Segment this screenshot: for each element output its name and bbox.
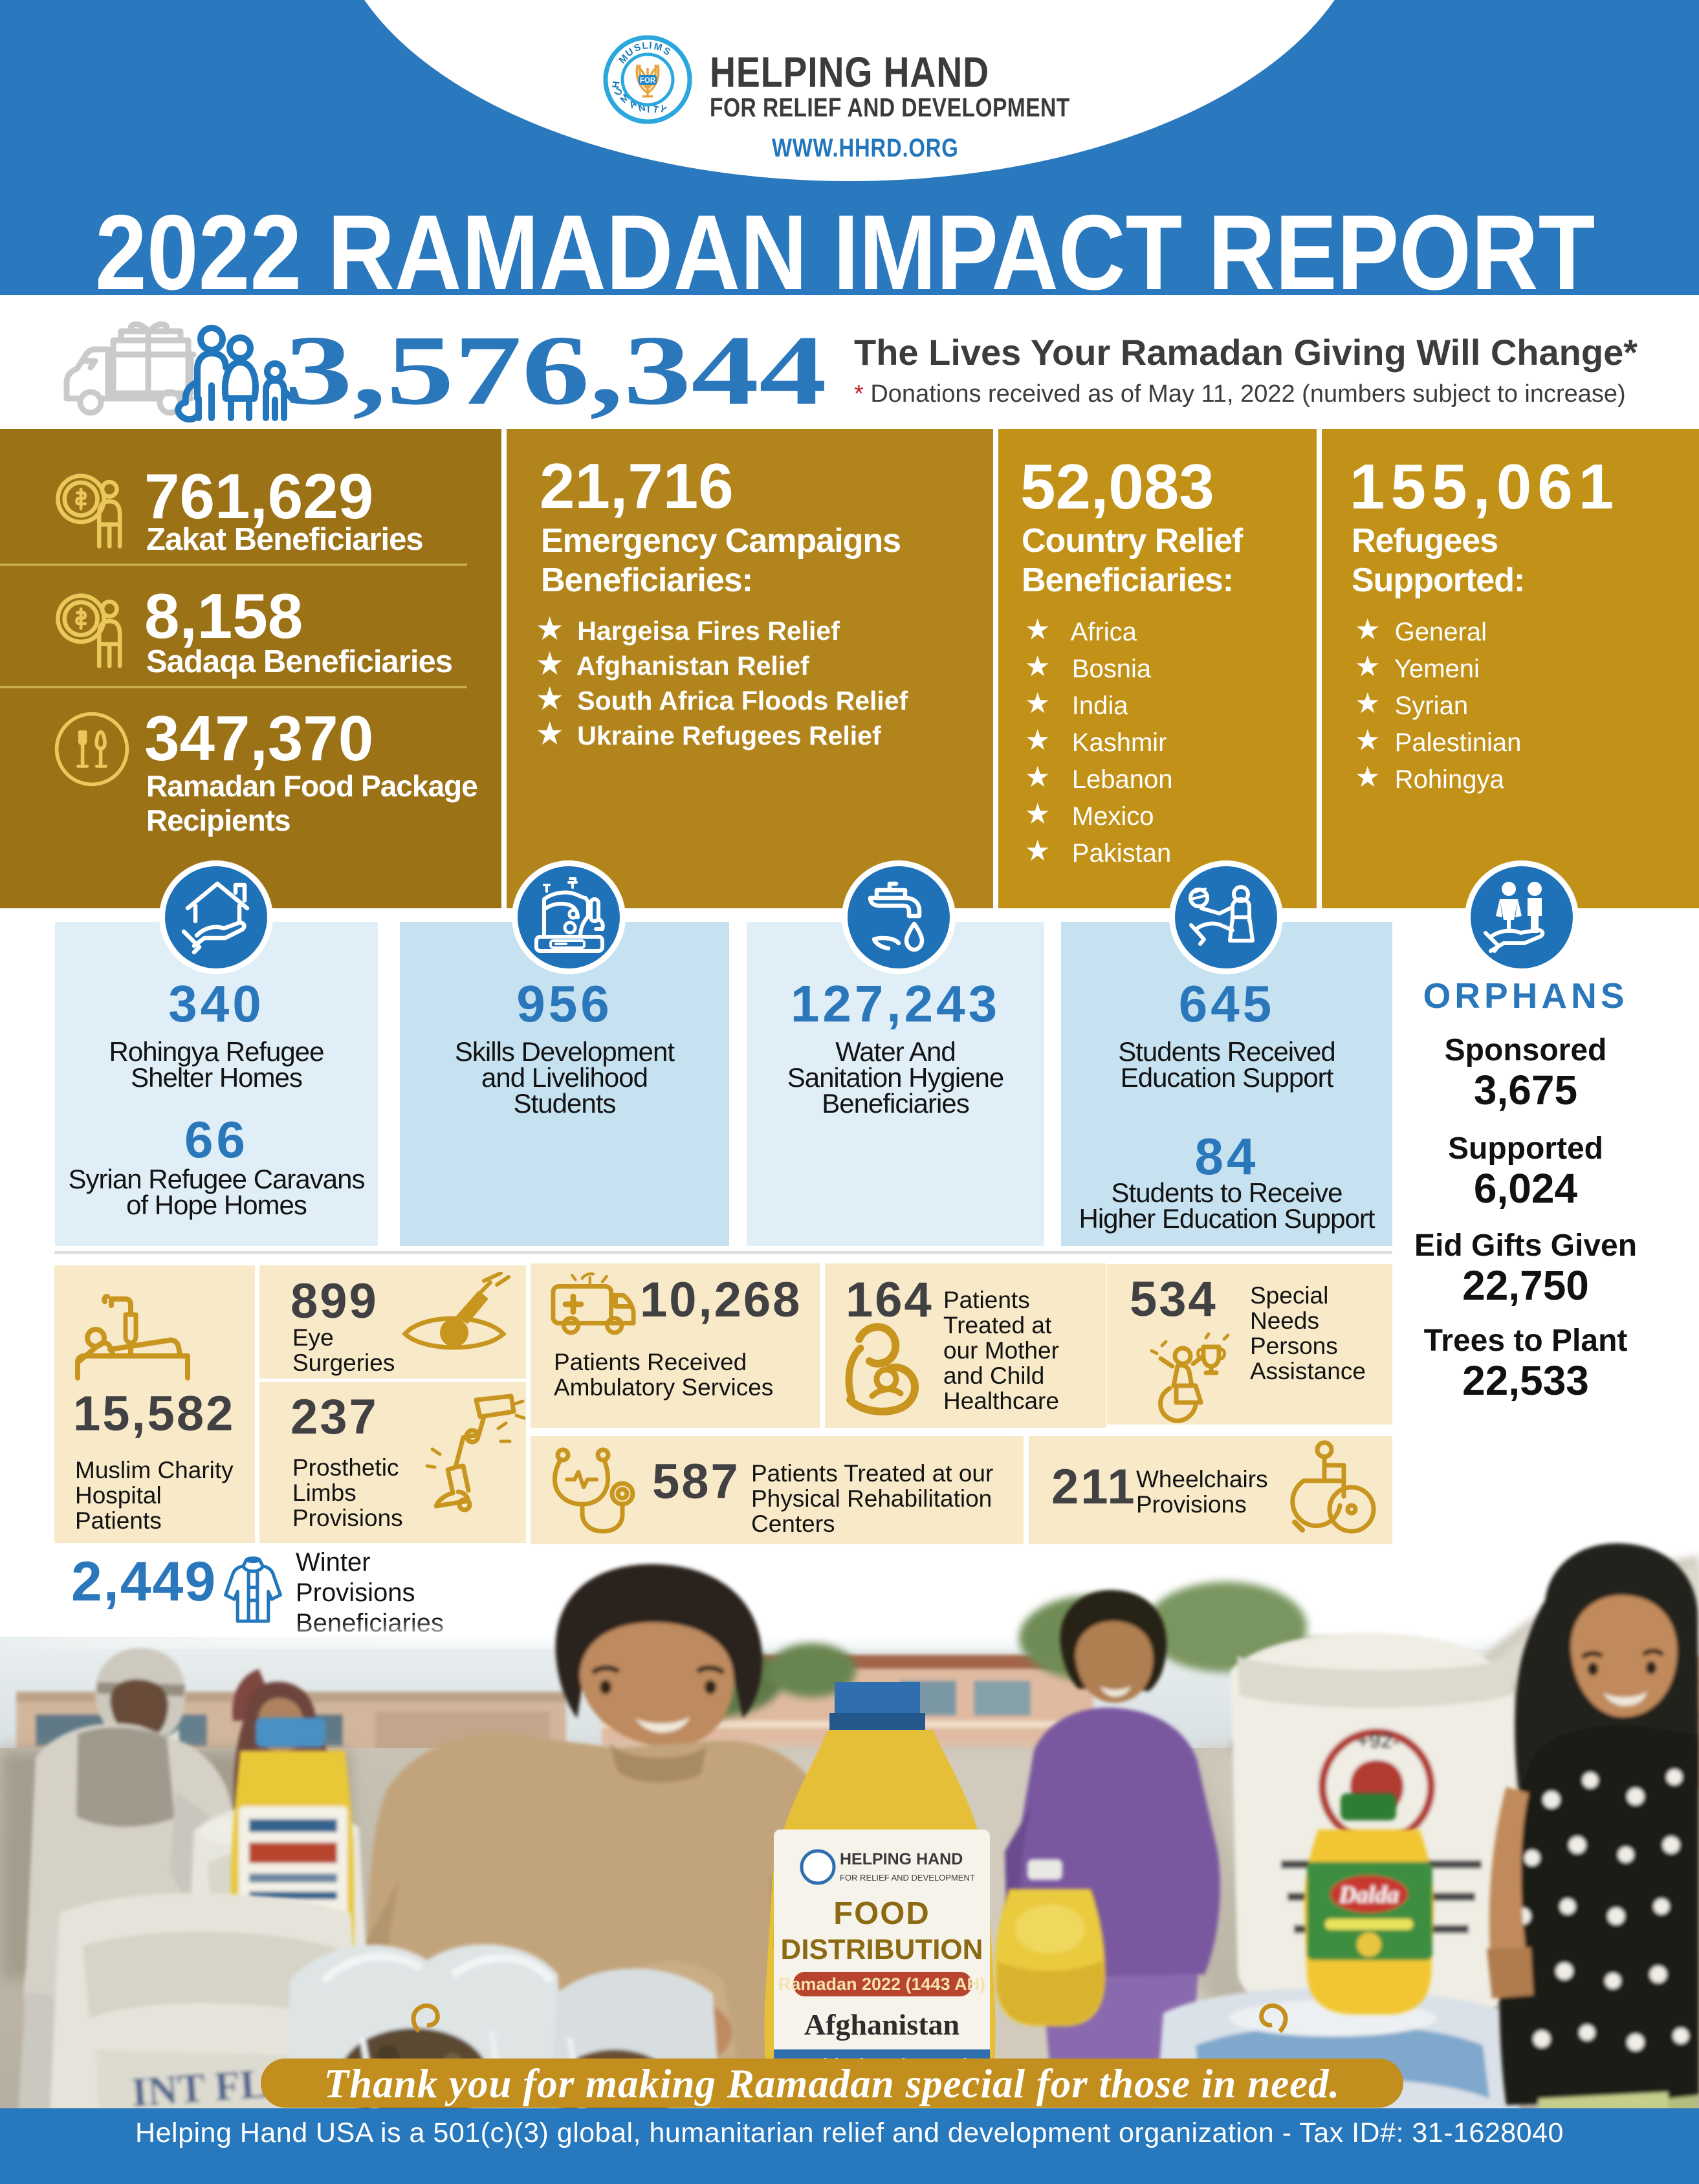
svg-text:M: M [653, 41, 663, 53]
svg-text:HELPING HAND: HELPING HAND [840, 1850, 963, 1868]
svg-text:FOOD: FOOD [833, 1896, 930, 1931]
svg-text:DISTRIBUTION: DISTRIBUTION [781, 1934, 983, 1965]
svg-text:FOR RELIEF AND DEVELOPMENT: FOR RELIEF AND DEVELOPMENT [840, 1873, 975, 1883]
svg-text:+92-: +92- [1357, 1729, 1399, 1753]
svg-text:Ramadan 2022 (1443 AH): Ramadan 2022 (1443 AH) [778, 1974, 985, 1994]
svg-text:I: I [649, 40, 652, 51]
svg-text:I: I [647, 104, 650, 115]
svg-text:Dalda: Dalda [1339, 1882, 1399, 1908]
svg-text:FOR: FOR [640, 77, 656, 85]
svg-text:L: L [641, 40, 648, 52]
svg-text:T: T [652, 104, 660, 116]
svg-text:H: H [610, 80, 622, 89]
svg-text:Afghanistan: Afghanistan [804, 2008, 959, 2041]
